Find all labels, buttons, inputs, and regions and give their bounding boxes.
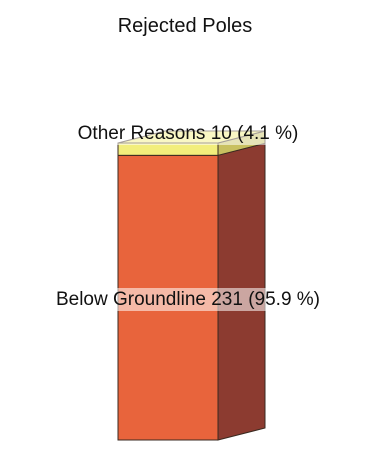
segment-label-bg (74, 122, 302, 145)
segment-label-bg (52, 288, 324, 311)
column-stack (117, 130, 266, 441)
chart-title: Rejected Poles (118, 15, 253, 37)
segment-label-0: Below Groundline 231 (95.9 %) (56, 289, 320, 310)
segment-labels: Below Groundline 231 (95.9 %) Other Reaso… (52, 122, 324, 311)
segment-label-1: Other Reasons 10 (4.1 %) (78, 123, 299, 144)
